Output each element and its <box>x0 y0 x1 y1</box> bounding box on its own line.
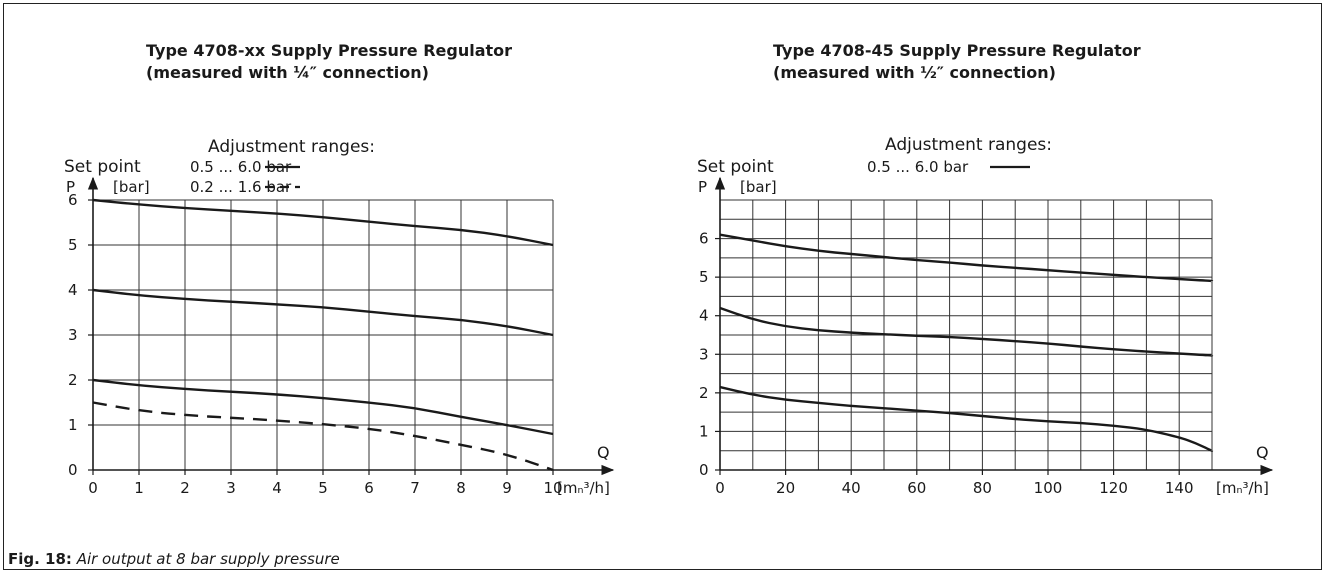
caption-label: Fig. 18: <box>8 550 72 568</box>
x-tick-label: 100 <box>1034 479 1063 497</box>
x-tick-label: 5 <box>318 479 328 497</box>
series-line <box>719 233 1214 283</box>
y-tick-label: 6 <box>68 191 78 209</box>
x-tick-label: 7 <box>410 479 420 497</box>
series-line <box>92 288 554 337</box>
y-axis-unit: [bar] <box>740 178 777 196</box>
legend-label: 0.5 ... 6.0 bar <box>190 158 292 176</box>
x-axis-unit: [mₙ³/h] <box>557 479 610 497</box>
x-tick-label: 9 <box>502 479 512 497</box>
y-tick-label: 3 <box>699 345 709 363</box>
figure-frame <box>3 3 1322 570</box>
x-tick-label: 4 <box>272 479 282 497</box>
x-axis-label: Q <box>1256 443 1269 462</box>
chart-left: Type 4708-xx Supply Pressure Regulator (m… <box>64 41 615 497</box>
chart-right: Type 4708-45 Supply Pressure Regulator (m… <box>697 41 1274 497</box>
caption-text: Air output at 8 bar supply pressure <box>71 550 340 568</box>
x-tick-label: 2 <box>180 479 190 497</box>
y-tick-label: 6 <box>699 230 709 248</box>
y-tick-label: 2 <box>699 384 709 402</box>
y-axis-label: P <box>66 178 75 196</box>
y-axis-label: P <box>698 178 707 196</box>
y-tick-label: 1 <box>699 422 709 440</box>
y-tick-label: 3 <box>68 326 78 344</box>
x-tick-label: 10 <box>543 479 562 497</box>
chart-subtitle: (measured with ¼″ connection) <box>146 63 429 82</box>
x-tick-label: 60 <box>907 479 926 497</box>
figure-caption: Fig. 18: Air output at 8 bar supply pres… <box>8 550 340 568</box>
x-tick-label: 0 <box>715 479 725 497</box>
x-tick-label: 8 <box>456 479 466 497</box>
x-tick-label: 20 <box>776 479 795 497</box>
series-line <box>719 306 1214 357</box>
series-line <box>719 385 1214 452</box>
x-tick-label: 40 <box>842 479 861 497</box>
legend-label: 0.5 ... 6.0 bar <box>867 158 969 176</box>
y-axis-unit: [bar] <box>113 178 150 196</box>
x-axis-label: Q <box>597 443 610 462</box>
y-tick-label: 4 <box>699 307 709 325</box>
y-tick-label: 5 <box>699 268 709 286</box>
x-tick-label: 1 <box>134 479 144 497</box>
x-tick-label: 80 <box>973 479 992 497</box>
setpoint-label: Set point <box>64 157 141 177</box>
y-tick-label: 5 <box>68 236 78 254</box>
series-line-dashed <box>92 401 555 472</box>
legend-label: 0.2 ... 1.6 bar <box>190 178 292 196</box>
legend-title: Adjustment ranges: <box>208 137 375 157</box>
y-tick-label: 4 <box>68 281 78 299</box>
y-tick-label: 2 <box>68 371 78 389</box>
chart-title: Type 4708-45 Supply Pressure Regulator <box>773 41 1141 60</box>
x-tick-label: 140 <box>1165 479 1194 497</box>
x-tick-label: 3 <box>226 479 236 497</box>
x-tick-label: 6 <box>364 479 374 497</box>
x-tick-label: 120 <box>1099 479 1128 497</box>
x-tick-label: 0 <box>88 479 98 497</box>
chart-title: Type 4708-xx Supply Pressure Regulator <box>146 41 512 60</box>
setpoint-label: Set point <box>697 157 774 177</box>
x-axis-unit: [mₙ³/h] <box>1216 479 1269 497</box>
y-tick-label: 0 <box>68 461 78 479</box>
series-line <box>92 378 554 436</box>
y-tick-label: 1 <box>68 416 78 434</box>
chart-subtitle: (measured with ½″ connection) <box>773 63 1056 82</box>
series-line <box>92 198 554 247</box>
legend-title: Adjustment ranges: <box>885 135 1052 155</box>
y-tick-label: 0 <box>699 461 709 479</box>
